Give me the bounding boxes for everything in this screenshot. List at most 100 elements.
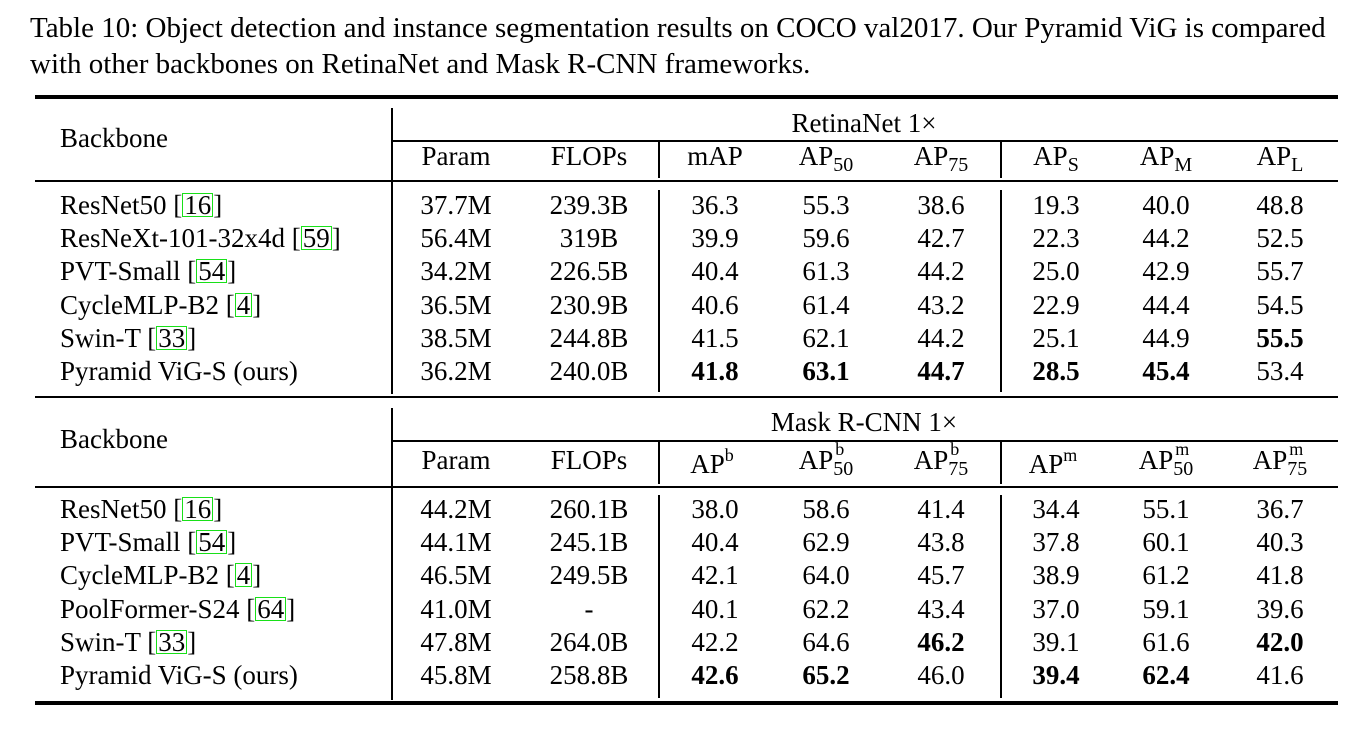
table-cell: 260.1B <box>549 494 629 524</box>
t1-col-ap75: AP75 <box>913 141 969 176</box>
table-cell: 48.8 <box>1256 190 1304 220</box>
t2-col-apm50: AP m 50 <box>1138 439 1194 480</box>
table-cell: 28.5 <box>1032 356 1080 386</box>
table-cell: 62.2 <box>802 593 850 624</box>
table-caption: Table 10: Object detection and instance … <box>30 12 1326 80</box>
table-cell: 64.6 <box>802 626 850 657</box>
table-cell: 40.4 <box>691 256 739 287</box>
table-cell: 41.0M <box>420 593 492 624</box>
citation-link[interactable]: 4 <box>234 560 253 591</box>
table-cell: 44.7 <box>917 356 965 386</box>
vrule-ap75-t2-body <box>1000 495 1002 698</box>
t2-col-apm: APm <box>1028 445 1078 479</box>
table-cell: 230.9B <box>549 289 629 320</box>
table-cell: 45.8M <box>420 660 492 690</box>
table-cell: 41.8 <box>1256 560 1304 591</box>
table-cell: 40.1 <box>691 593 739 624</box>
table-cell: 19.3 <box>1032 190 1080 220</box>
table-cell: 264.0B <box>549 626 629 657</box>
table-cell: 39.4 <box>1032 660 1080 690</box>
citation-link[interactable]: 16 <box>182 190 214 220</box>
table-cell: 40.6 <box>691 289 739 320</box>
t2-col-apb75: AP b 75 <box>913 439 969 480</box>
table-cell: 62.4 <box>1142 660 1190 690</box>
table-cell: 240.0B <box>549 356 629 386</box>
table-cell: - <box>584 593 594 624</box>
table-cell: 43.2 <box>917 289 965 320</box>
t1-col-ap50: AP50 <box>798 141 854 176</box>
table-cell: 37.8 <box>1032 527 1080 558</box>
top-rule <box>35 95 1338 99</box>
vrule-backbone-t1 <box>391 108 393 394</box>
t2-col-apm75: AP m 75 <box>1252 439 1308 480</box>
t1-col-map: mAP <box>687 141 743 171</box>
table-cell: 61.4 <box>802 289 850 320</box>
table-cell: 258.8B <box>549 660 629 690</box>
table-cell: 55.7 <box>1256 256 1304 287</box>
table-cell: 34.2M <box>420 256 492 287</box>
table-cell: 42.1 <box>691 560 739 591</box>
table-cell: 38.5M <box>420 322 492 353</box>
t2-col-param: Param <box>421 445 491 475</box>
vrule-backbone-t2 <box>391 408 393 700</box>
table-cell: 46.5M <box>420 560 492 591</box>
table-cell: 60.1 <box>1142 527 1190 558</box>
table-cell: 249.5B <box>549 560 629 591</box>
t2-group-header: Mask R-CNN 1× <box>770 407 958 437</box>
t1-group-header: RetinaNet 1× <box>791 108 937 138</box>
table-cell: 40.4 <box>691 527 739 558</box>
table-cell: 44.2 <box>917 256 965 287</box>
table-cell: 44.2 <box>917 322 965 353</box>
table-cell: 41.6 <box>1256 660 1304 690</box>
table-cell: 38.0 <box>691 494 739 524</box>
citation-link[interactable]: 54 <box>196 256 228 287</box>
maskrcnn-group-rule <box>391 440 1338 442</box>
citation-link[interactable]: 33 <box>156 626 188 657</box>
backbone-name: Pyramid ViG-S (ours) <box>60 660 298 690</box>
table-cell: 46.2 <box>917 626 965 657</box>
table-separator-rule <box>35 396 1338 398</box>
table-cell: 40.3 <box>1256 527 1304 558</box>
t2-col-apb: APb <box>690 445 734 479</box>
backbone-name: CycleMLP-B2 [4] <box>60 560 262 591</box>
table-cell: 42.6 <box>691 660 739 690</box>
citation-link[interactable]: 33 <box>156 322 188 353</box>
table-cell: 45.7 <box>917 560 965 591</box>
table-cell: 22.3 <box>1032 223 1080 254</box>
table-cell: 226.5B <box>549 256 629 287</box>
table-cell: 39.9 <box>691 223 739 254</box>
citation-link[interactable]: 4 <box>234 289 253 320</box>
table-cell: 59.6 <box>802 223 850 254</box>
backbone-name: Swin-T [33] <box>60 626 197 657</box>
table-cell: 37.0 <box>1032 593 1080 624</box>
citation-link[interactable]: 16 <box>182 494 214 524</box>
backbone-name: ResNet50 [16] <box>60 190 223 220</box>
t1-backbone-header: Backbone <box>60 123 168 153</box>
citation-link[interactable]: 64 <box>255 593 287 624</box>
backbone-name: PVT-Small [54] <box>60 256 237 287</box>
table2-header-rule <box>35 486 1338 488</box>
t2-backbone-header: Backbone <box>60 424 168 454</box>
t2-col-flops: FLOPs <box>550 445 628 475</box>
citation-link[interactable]: 54 <box>196 527 228 558</box>
table-cell: 53.4 <box>1256 356 1304 386</box>
retinanet-group-rule <box>391 140 1338 142</box>
table-cell: 47.8M <box>420 626 492 657</box>
table-cell: 244.8B <box>549 322 629 353</box>
t1-col-apm: APM <box>1139 141 1193 176</box>
table-cell: 239.3B <box>549 190 629 220</box>
t1-col-param: Param <box>421 141 491 171</box>
table-cell: 36.5M <box>420 289 492 320</box>
vrule-flops-t1 <box>658 142 660 178</box>
citation-link[interactable]: 59 <box>300 223 332 254</box>
table-cell: 319B <box>559 223 619 254</box>
backbone-name: PoolFormer-S24 [64] <box>60 593 296 624</box>
table-cell: 52.5 <box>1256 223 1304 254</box>
table-cell: 46.0 <box>917 660 965 690</box>
vrule-flops-t1-body <box>658 190 660 392</box>
table-cell: 44.1M <box>420 527 492 558</box>
table-cell: 41.8 <box>691 356 739 386</box>
table-cell: 36.3 <box>691 190 739 220</box>
table-cell: 59.1 <box>1142 593 1190 624</box>
table-cell: 25.1 <box>1032 322 1080 353</box>
